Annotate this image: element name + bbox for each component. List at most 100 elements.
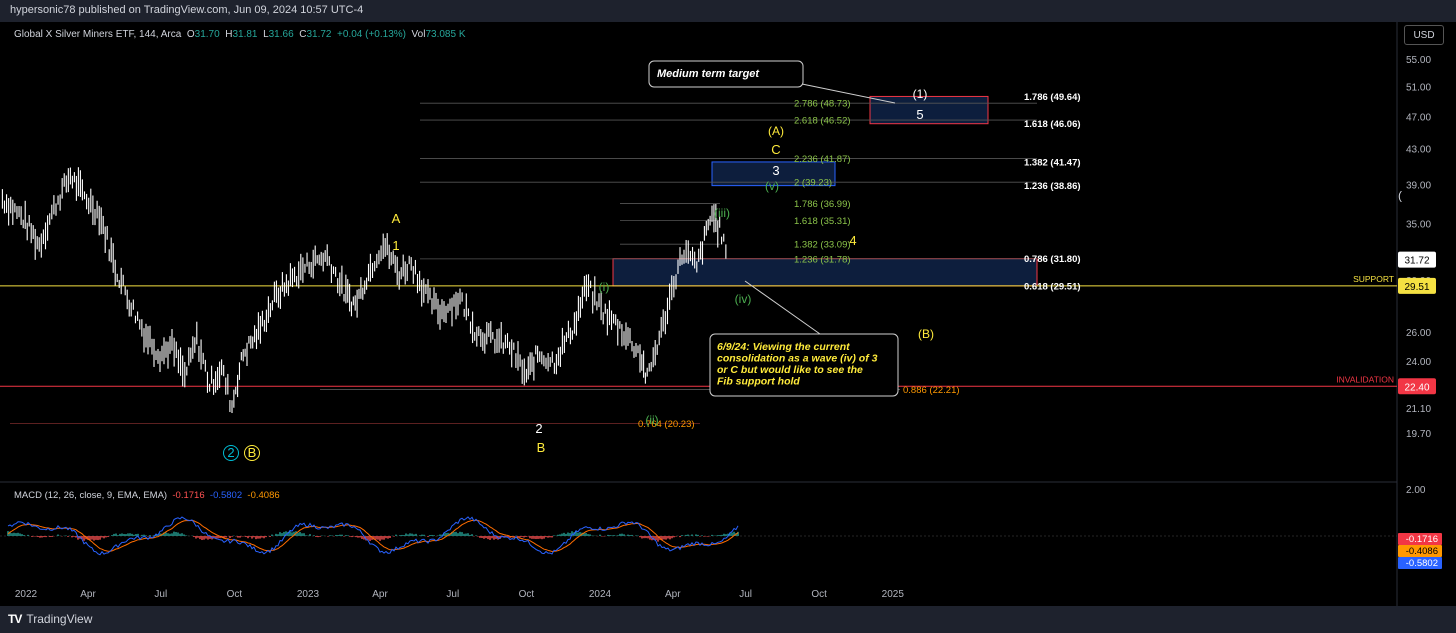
x-tick-label: Oct: [227, 589, 243, 600]
x-tick-label: Jul: [446, 589, 459, 600]
macd-value-3: -0.4086: [247, 490, 280, 501]
invalidation-price-badge: [1398, 378, 1436, 395]
close-value: 31.72: [306, 29, 332, 40]
wave-label: B: [248, 445, 257, 460]
footer-bar: TV TradingView: [0, 606, 1456, 633]
y-tick-label: 43.00: [1406, 145, 1431, 156]
y-tick-label: 21.10: [1406, 404, 1431, 415]
high-value: 31.81: [232, 29, 258, 40]
wave-label: B: [537, 440, 546, 455]
open-label: O: [186, 29, 195, 40]
macd-signal-line: [7, 519, 739, 553]
annotation-note-box: [709, 333, 899, 397]
macd-badge-text: -0.1716: [1406, 534, 1438, 545]
last-price-badge-text: 31.72: [1404, 256, 1429, 267]
low-value: 31.66: [268, 29, 294, 40]
brand-name: TradingView: [26, 612, 93, 626]
currency-button[interactable]: USD: [1404, 25, 1444, 45]
invalidation-price-badge-text: 22.40: [1404, 382, 1429, 393]
wave-label: 3: [772, 163, 779, 178]
y-tick-label: 24.00: [1406, 357, 1431, 368]
fib-label: 2 (39.23): [794, 178, 832, 189]
wave-label: 1: [392, 238, 399, 253]
wave-label: (v): [765, 179, 779, 193]
fib-label: 0.618 (29.51): [1024, 281, 1081, 292]
macd-axis-label: 2.00: [1406, 485, 1426, 496]
wave-label: (iv): [735, 292, 752, 306]
fib-label: 2.618 (46.52): [794, 116, 851, 127]
wave-label: C: [771, 142, 780, 157]
x-tick-label: 2024: [589, 589, 612, 600]
tradingview-logo-icon: TV: [8, 612, 22, 626]
wave-label: A: [392, 211, 401, 226]
publish-bar: hypersonic78 published on TradingView.co…: [0, 0, 1456, 22]
macd-line: [7, 516, 739, 556]
x-tick-label: 2025: [882, 589, 905, 600]
x-tick-label: Apr: [372, 589, 388, 600]
x-tick-label: Oct: [519, 589, 535, 600]
macd-badge: [1398, 545, 1442, 557]
close-label: C: [299, 29, 307, 40]
annotation-target-box: [648, 60, 804, 88]
fib-label: 0.786 (31.80): [1024, 254, 1081, 265]
target-box: [869, 95, 989, 125]
high-label: H: [225, 29, 233, 40]
fib-label: 1.786 (36.99): [794, 199, 851, 210]
open-value: 31.70: [194, 29, 220, 40]
fib-label: 1.382 (41.47): [1024, 157, 1081, 168]
support-label: SUPPORT: [1353, 274, 1394, 284]
volume-value: 73.085 K: [425, 29, 466, 40]
support-price-badge: [1398, 277, 1436, 294]
annotation-target: Medium term target: [657, 68, 760, 80]
macd-badge: [1398, 533, 1442, 545]
annotation-note-pointer: [744, 280, 821, 335]
x-tick-label: Jul: [154, 589, 167, 600]
macd-value-2: -0.5802: [209, 490, 243, 501]
last-price-badge: [1398, 251, 1436, 268]
published-line: hypersonic78 published on TradingView.co…: [10, 4, 364, 16]
fib-label: 0.886 (22.21): [903, 385, 960, 396]
symbol-header: Global X Silver Miners ETF, 144, Arca O3…: [14, 29, 466, 40]
fib-label: 0.764 (20.23): [638, 419, 695, 430]
y-tick-label: 35.00: [1406, 220, 1431, 231]
volume-label: Vol: [411, 29, 426, 40]
invalidation-label: INVALIDATION: [1336, 374, 1394, 384]
wave-label: 4: [849, 233, 856, 248]
symbol-name[interactable]: Global X Silver Miners ETF, 144, Arca: [14, 29, 182, 40]
x-tick-label: Oct: [811, 589, 827, 600]
y-tick-label: 55.00: [1406, 55, 1431, 66]
fib-label: 2.236 (41.87): [794, 154, 851, 165]
annotation-note: 6/9/24: Viewing the current consolidation…: [717, 341, 878, 388]
y-tick-label: 39.00: [1406, 180, 1431, 191]
fib-label: 1.618 (46.06): [1024, 119, 1081, 130]
fib-label: 1.618 (35.31): [794, 216, 851, 227]
x-tick-label: 2023: [297, 589, 320, 600]
macd-badge-text: -0.5802: [1406, 558, 1438, 569]
wave-label: (B): [918, 327, 934, 341]
price-chart[interactable]: 55.0051.0047.0043.0039.0035.0030.0026.00…: [0, 0, 1456, 606]
macd-label[interactable]: MACD (12, 26, close, 9, EMA, EMA): [14, 490, 168, 501]
y-tick-label: 26.00: [1406, 328, 1431, 339]
wave-label: (iii): [714, 206, 730, 220]
macd-value-1: -0.1716: [172, 490, 205, 501]
wave-label: 2: [535, 421, 542, 436]
wave-label: 2: [227, 445, 234, 460]
x-tick-label: Jul: [739, 589, 752, 600]
x-tick-label: Apr: [665, 589, 681, 600]
y-tick-label: 51.00: [1406, 83, 1431, 94]
x-tick-label: 2022: [15, 589, 38, 600]
y-tick-label: 47.00: [1406, 112, 1431, 123]
fib-label: 1.236 (31.78): [794, 254, 851, 265]
wave-label: (i): [599, 280, 610, 294]
macd-legend: MACD (12, 26, close, 9, EMA, EMA) -0.171…: [14, 490, 280, 501]
tradingview-brand[interactable]: TV TradingView: [8, 612, 92, 626]
wave-circle-b: [244, 445, 260, 461]
fib-label: 1.786 (49.64): [1024, 92, 1081, 103]
wave-label: (A): [768, 124, 784, 138]
wave3-box: [711, 161, 836, 187]
change-value: +0.04 (+0.13%): [337, 29, 406, 40]
edge-glyph: (: [1398, 189, 1402, 203]
wave-label: (ii): [645, 413, 658, 427]
wave-label: (1): [913, 87, 928, 101]
y-tick-label: 19.70: [1406, 429, 1431, 440]
